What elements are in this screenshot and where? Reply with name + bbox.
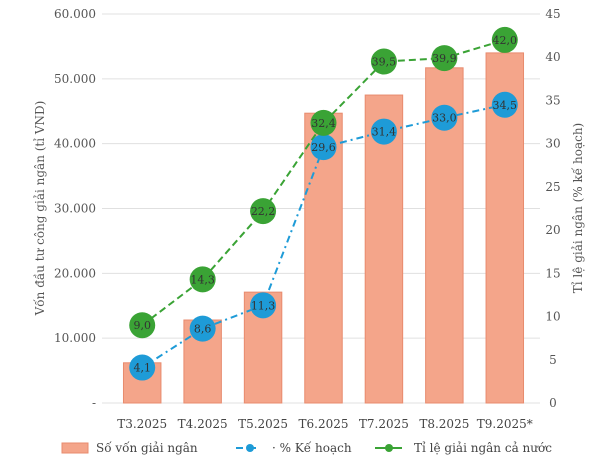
right-tick-label: 15 bbox=[545, 266, 560, 280]
data-point bbox=[129, 312, 156, 339]
data-point bbox=[310, 109, 337, 136]
x-tick-label: T4.2025 bbox=[178, 417, 228, 431]
axes: - 10.000 20.000 30.000 40.000 50.000 60.000 0 5 1… bbox=[54, 7, 561, 431]
data-point bbox=[189, 266, 216, 293]
data-point bbox=[250, 198, 277, 225]
right-tick-label: 45 bbox=[545, 7, 560, 21]
bar bbox=[304, 112, 343, 404]
data-point bbox=[250, 292, 277, 319]
data-label: 8,6 bbox=[194, 323, 212, 336]
x-tick-label: T6.2025 bbox=[299, 417, 349, 431]
data-point bbox=[310, 134, 337, 161]
data-label: 34,5 bbox=[493, 99, 518, 112]
data-label: 39,9 bbox=[432, 52, 457, 65]
data-point bbox=[129, 354, 156, 381]
data-point bbox=[189, 315, 216, 342]
data-label: 33,0 bbox=[432, 112, 457, 125]
x-tick-label: T7.2025 bbox=[359, 417, 409, 431]
data-point bbox=[491, 26, 518, 53]
right-axis-label: Tỉ lệ giải ngân (% kế hoạch) bbox=[570, 123, 585, 293]
data-label: 39,5 bbox=[372, 56, 397, 69]
left-tick-label: 20.000 bbox=[54, 266, 96, 280]
data-label: 4,1 bbox=[133, 362, 151, 375]
x-tick-label: T3.2025 bbox=[117, 417, 167, 431]
right-tick-label: 10 bbox=[545, 310, 560, 324]
left-tick-label: 50.000 bbox=[54, 72, 96, 86]
right-tick-label: 20 bbox=[545, 223, 560, 237]
x-tick-label: T8.2025 bbox=[419, 417, 469, 431]
right-tick-label: 30 bbox=[545, 137, 560, 151]
data-label: 42,0 bbox=[493, 34, 518, 47]
legend-label: Tỉ lệ giải ngân cả nước bbox=[414, 441, 552, 455]
left-tick-label: - bbox=[92, 396, 96, 410]
x-tick-label: T5.2025 bbox=[238, 417, 288, 431]
data-label: 22,2 bbox=[251, 205, 276, 218]
right-tick-label: 35 bbox=[545, 93, 560, 107]
data-point bbox=[370, 118, 397, 145]
legend-label: · % Kế hoạch bbox=[272, 440, 352, 455]
left-tick-label: 40.000 bbox=[54, 137, 96, 151]
data-point bbox=[431, 104, 458, 131]
left-tick-label: 30.000 bbox=[54, 202, 96, 216]
data-label: 9,0 bbox=[133, 319, 151, 332]
data-label: 32,4 bbox=[311, 117, 336, 130]
legend: Số vốn giải ngân · % Kế hoạch Tỉ lệ giải n… bbox=[61, 440, 552, 455]
left-tick-label: 10.000 bbox=[54, 331, 96, 345]
data-point bbox=[431, 45, 458, 72]
legend-marker bbox=[385, 444, 393, 452]
bars bbox=[122, 52, 525, 404]
data-point bbox=[370, 48, 397, 75]
x-tick-label: T9.2025* bbox=[477, 417, 533, 431]
legend-marker bbox=[246, 444, 254, 452]
data-label: 14,3 bbox=[190, 273, 215, 286]
right-tick-label: 5 bbox=[549, 353, 557, 367]
data-label: 29,6 bbox=[311, 141, 336, 154]
data-label: 31,4 bbox=[372, 126, 397, 139]
legend-label: Số vốn giải ngân bbox=[96, 440, 198, 455]
lines: 4,1 8,6 11,3 29,6 31,4 33,0 34,5 9,0 14,3 22,2 32,… bbox=[129, 26, 518, 381]
right-tick-label: 0 bbox=[549, 396, 557, 410]
right-tick-label: 40 bbox=[545, 50, 560, 64]
legend-bar-swatch bbox=[61, 442, 89, 454]
left-tick-label: 60.000 bbox=[54, 7, 96, 21]
data-label: 11,3 bbox=[251, 299, 276, 312]
bar bbox=[485, 52, 525, 404]
bar bbox=[364, 94, 404, 404]
right-tick-label: 25 bbox=[545, 180, 560, 194]
data-point bbox=[491, 91, 518, 118]
left-axis-label: Vốn đầu tư công giải ngân (tỉ VND) bbox=[32, 101, 47, 317]
